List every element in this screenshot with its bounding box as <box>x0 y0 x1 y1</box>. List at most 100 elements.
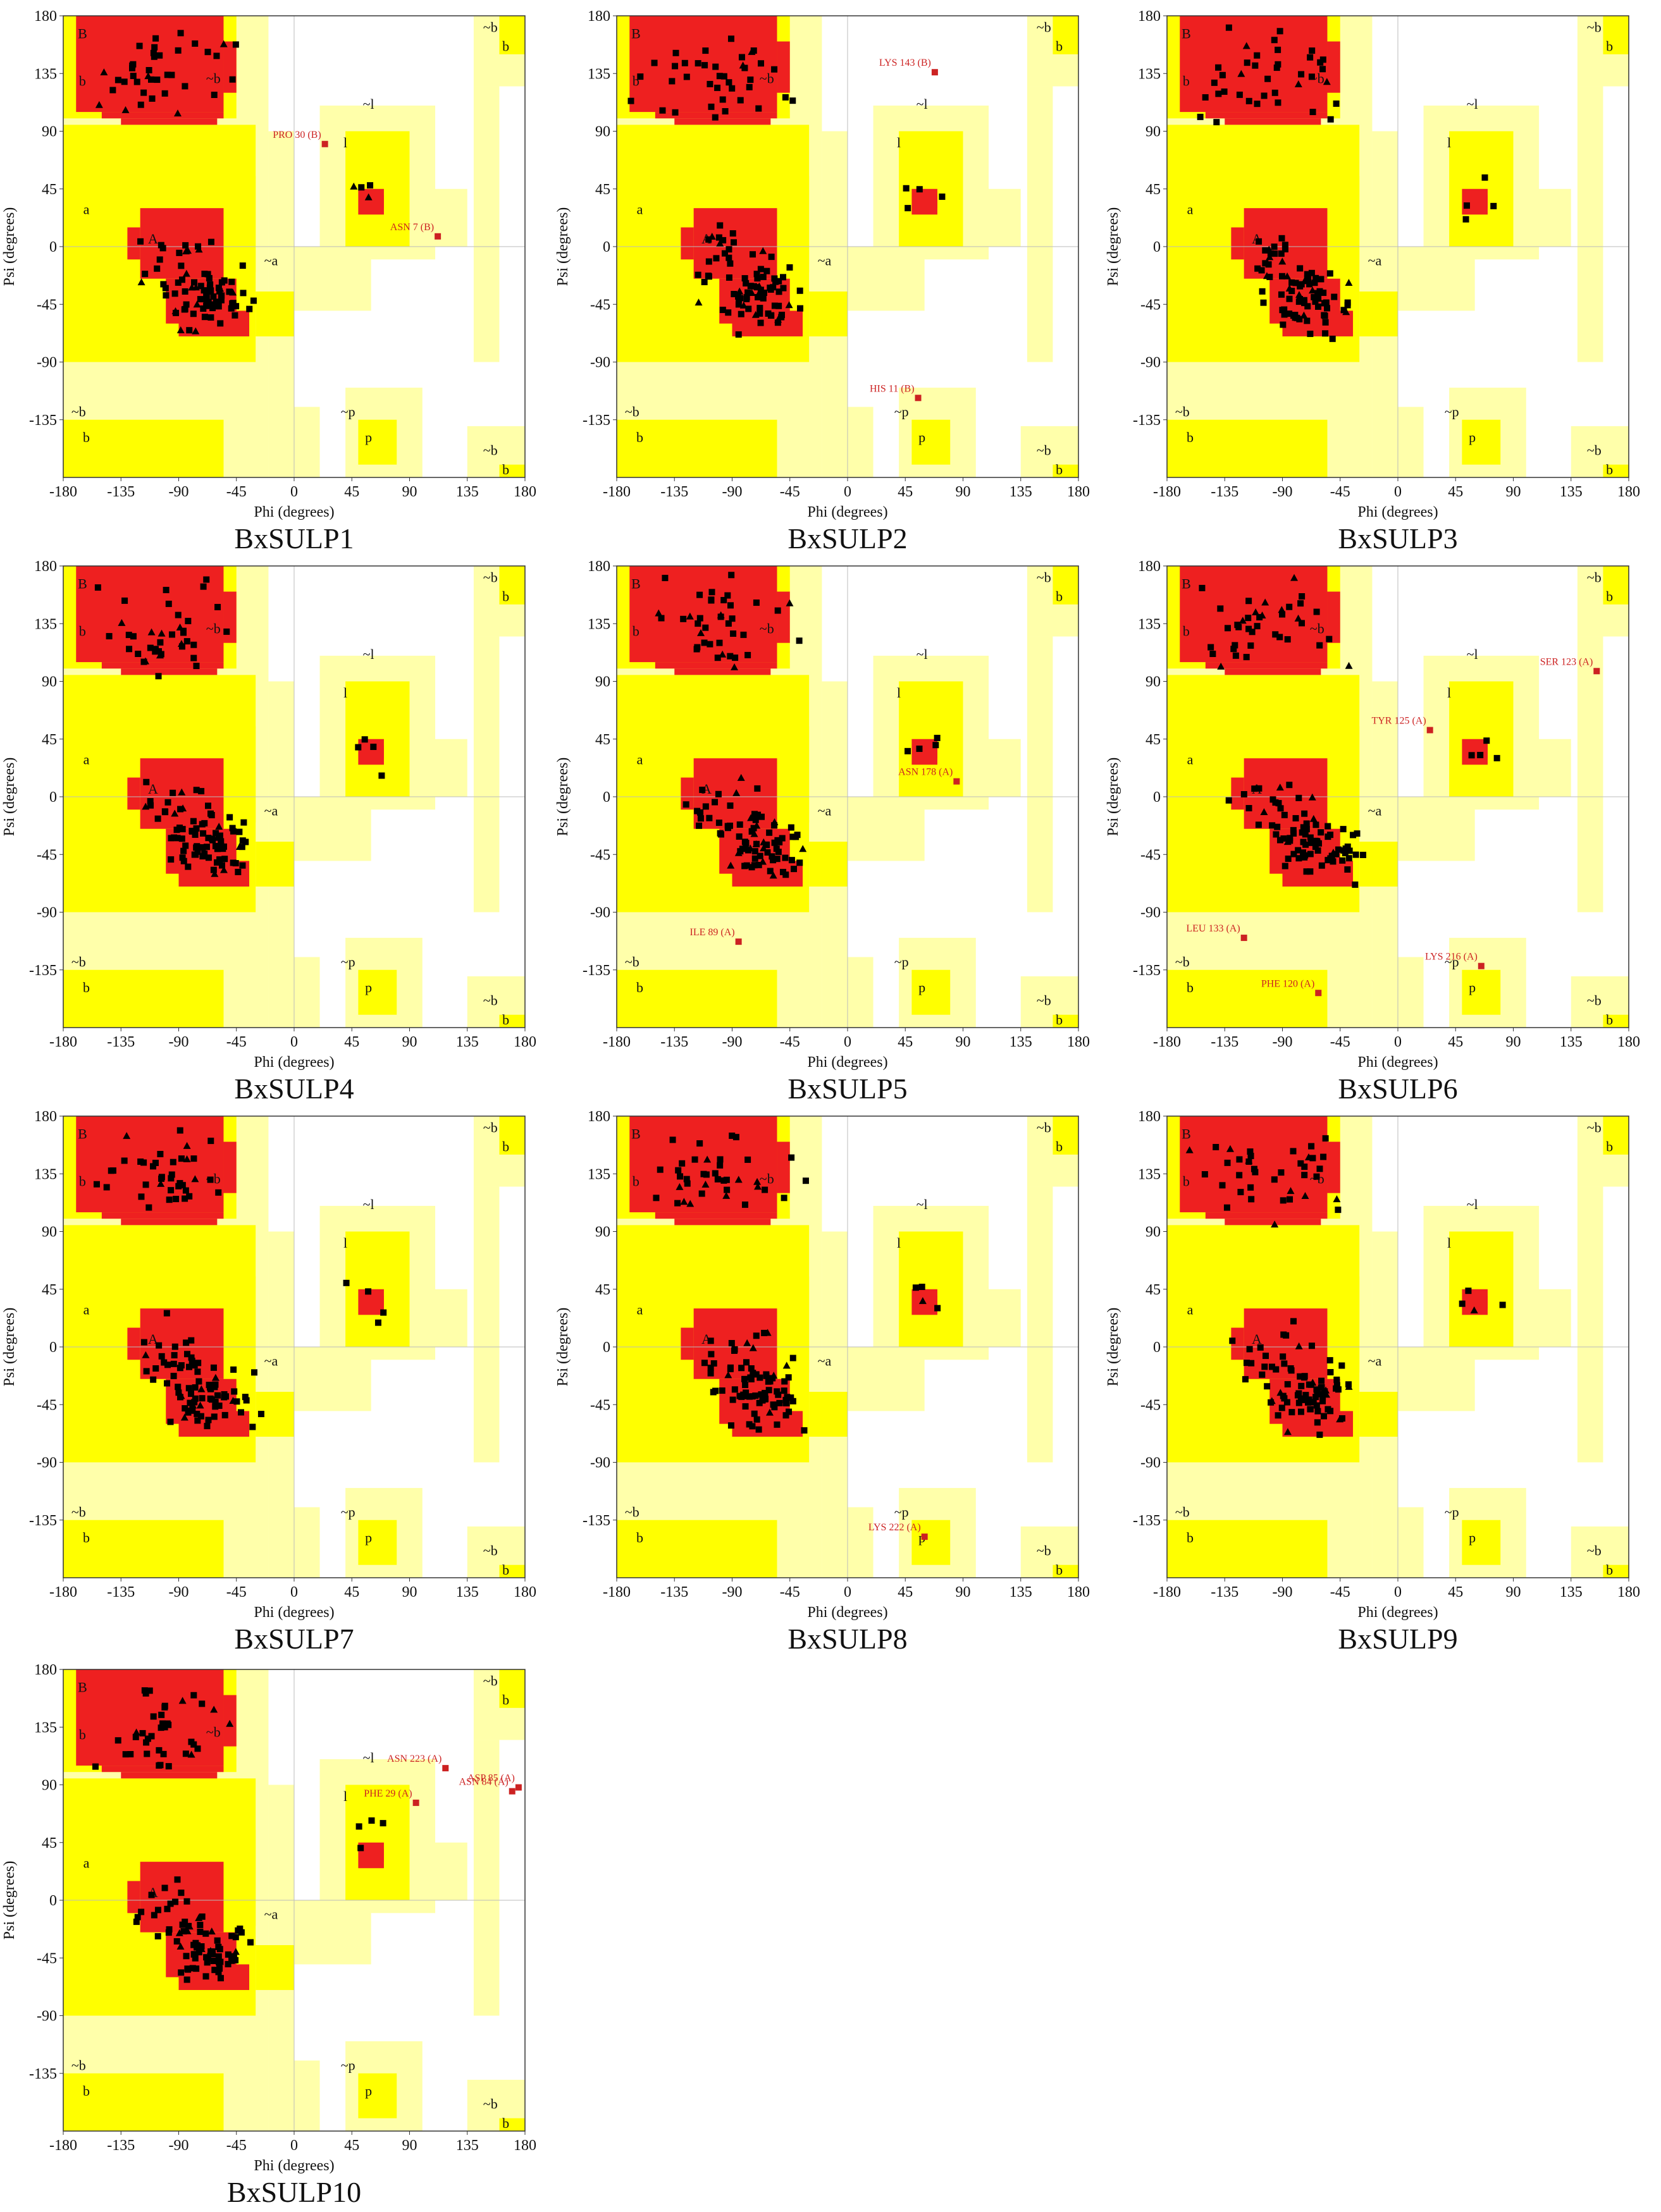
residue-point <box>696 591 703 598</box>
core-region <box>674 668 771 675</box>
residue-point <box>197 296 204 303</box>
residue-point <box>216 1402 223 1409</box>
allowed-region <box>1340 1276 1360 1373</box>
x-tick-label: -135 <box>107 2137 135 2154</box>
region-label: ~a <box>1368 1353 1382 1368</box>
y-tick-label: 135 <box>588 66 610 82</box>
region-label: b <box>502 1012 509 1028</box>
residue-point <box>218 297 225 304</box>
glycine-point <box>1276 783 1284 791</box>
glycine-point <box>1345 661 1353 669</box>
glycine-point <box>182 269 190 277</box>
residue-point <box>205 854 212 861</box>
residue-point <box>1301 810 1308 817</box>
core-region <box>127 1327 140 1360</box>
residue-point <box>756 305 763 312</box>
allowed-region <box>63 1520 224 1578</box>
residue-point <box>717 1156 724 1163</box>
residue-point <box>796 859 803 866</box>
residue-point <box>754 785 761 792</box>
residue-point <box>188 828 195 835</box>
glycine-point <box>758 857 767 865</box>
residue-point <box>135 651 142 658</box>
residue-point <box>729 1396 736 1403</box>
residue-point <box>796 637 803 644</box>
residue-point <box>749 1423 756 1430</box>
region-label: ~b <box>71 404 86 420</box>
y-tick-label: 180 <box>588 8 610 25</box>
residue-point <box>749 251 756 258</box>
region-label: ~b <box>625 404 639 420</box>
residue-point <box>109 87 116 94</box>
residue-point <box>729 615 736 622</box>
allowed-region <box>809 291 848 336</box>
glycine-point <box>749 1344 757 1351</box>
residue-point <box>1281 242 1288 249</box>
generous-region <box>1398 957 1424 1028</box>
outlier-label: ASN 223 (A) <box>387 1754 441 1764</box>
allowed-region <box>63 2073 224 2131</box>
region-label: p <box>1469 1530 1476 1545</box>
residue-point <box>198 788 205 795</box>
x-tick-label: 45 <box>344 1584 359 1601</box>
residue-point <box>701 278 708 285</box>
y-tick-label: 180 <box>1138 1109 1161 1125</box>
glycine-point <box>1323 78 1331 85</box>
residue-point <box>140 1159 147 1166</box>
generous-region <box>1526 739 1571 797</box>
residue-point <box>1290 830 1297 837</box>
residue-point <box>247 1939 254 1946</box>
residue-point <box>683 1176 690 1183</box>
residue-point <box>1260 299 1267 306</box>
core-region <box>371 195 384 209</box>
region-label: l <box>897 135 901 151</box>
generous-region <box>1027 1186 1053 1463</box>
region-label: ~b <box>483 1542 498 1558</box>
glycine-point <box>232 1948 240 1955</box>
y-tick-label: -135 <box>1133 962 1161 979</box>
residue-point <box>1316 642 1323 649</box>
residue-point <box>200 583 207 590</box>
region-label: l <box>343 1235 347 1251</box>
region-label: ~b <box>625 954 639 970</box>
region-label: p <box>1469 429 1476 445</box>
residue-point <box>1301 300 1308 307</box>
residue-point <box>1257 1344 1264 1351</box>
residue-point <box>757 266 764 273</box>
allowed-region <box>911 1520 951 1565</box>
region-label: A <box>148 781 158 797</box>
residue-point <box>758 813 765 820</box>
residue-point <box>1320 289 1327 296</box>
generous-region <box>422 1842 467 1900</box>
glycine-point <box>1258 611 1266 619</box>
allowed-region <box>809 1391 848 1437</box>
glycine-point <box>732 789 741 796</box>
y-tick-label: -90 <box>590 355 610 371</box>
residue-point <box>192 831 199 838</box>
region-label: a <box>637 201 643 217</box>
residue-point <box>164 71 171 78</box>
residue-point <box>1308 73 1315 80</box>
outlier-label: HIS 11 (B) <box>870 383 915 394</box>
residue-point <box>787 1394 794 1401</box>
glycine-point <box>195 245 203 253</box>
region-label: b <box>1056 1012 1063 1028</box>
residue-point <box>738 1365 745 1372</box>
outlier-label: PHE 120 (A) <box>1261 978 1314 989</box>
glycine-point <box>187 1750 195 1758</box>
residue-point <box>756 1374 763 1381</box>
outlier-point <box>412 1799 419 1806</box>
residue-point <box>771 275 778 282</box>
residue-point <box>1213 1143 1220 1150</box>
glycine-point <box>786 599 794 606</box>
residue-point <box>1236 91 1243 98</box>
residue-point <box>696 1140 703 1147</box>
residue-point <box>1271 250 1278 257</box>
allowed-region <box>358 1520 397 1565</box>
region-label: p <box>365 1530 372 1545</box>
residue-point <box>747 77 754 83</box>
panel-title: BxSULP8 <box>787 1623 908 1655</box>
residue-points <box>653 1133 941 1434</box>
residue-point <box>1295 1399 1302 1406</box>
